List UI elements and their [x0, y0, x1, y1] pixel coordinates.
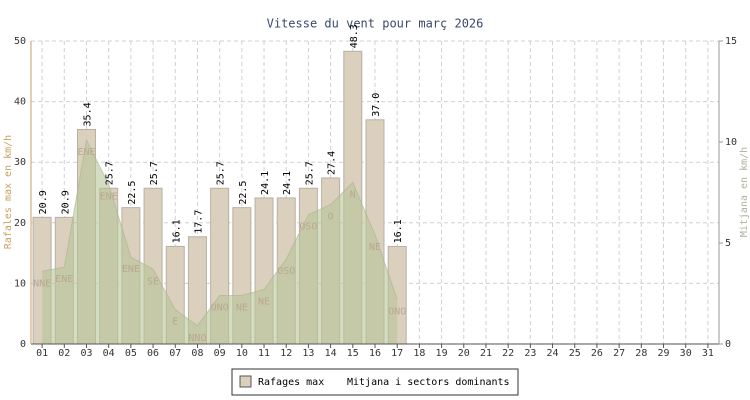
direction-label: ENE [77, 147, 95, 158]
legend-swatch [239, 375, 252, 388]
x-tick-label: 31 [702, 348, 714, 359]
direction-label: NE [236, 303, 248, 314]
direction-label: ENE [100, 191, 118, 202]
value-label: 22.5 [127, 181, 138, 205]
y-tick-label: 10 [14, 278, 26, 289]
direction-label: SE [147, 276, 159, 287]
direction-label: ENE [122, 264, 140, 275]
x-tick-label: 07 [169, 348, 181, 359]
value-label: 16.1 [171, 219, 182, 243]
direction-label: E [172, 317, 178, 328]
x-tick-label: 25 [569, 348, 581, 359]
x-tick-label: 03 [80, 348, 92, 359]
value-label: 48.3 [349, 24, 360, 48]
x-tick-label: 14 [325, 348, 337, 359]
value-label: 20.9 [60, 190, 71, 214]
value-label: 24.1 [282, 171, 293, 195]
x-tick-label: 06 [147, 348, 159, 359]
x-tick-label: 30 [680, 348, 692, 359]
value-label: 20.9 [38, 190, 49, 214]
x-tick-label: 18 [413, 348, 425, 359]
y2-tick-label: 15 [725, 36, 737, 47]
direction-label: O [328, 212, 334, 223]
y-tick-label: 40 [14, 97, 26, 108]
legend-label: Mitjana i sectors dominants [347, 377, 510, 388]
direction-label: NE [258, 296, 270, 307]
x-tick-label: 04 [103, 348, 115, 359]
direction-label: NNE [33, 278, 51, 289]
x-tick-label: 11 [258, 348, 270, 359]
x-tick-label: 19 [436, 348, 448, 359]
direction-label: ENE [55, 274, 73, 285]
value-label: 25.7 [105, 161, 116, 185]
x-tick-label: 28 [635, 348, 647, 359]
y2-axis-label: Mitjana en km/h [739, 147, 750, 237]
direction-label: OSO [299, 222, 317, 233]
x-tick-label: 21 [480, 348, 492, 359]
y-tick-label: 0 [20, 339, 26, 350]
x-tick-label: 15 [347, 348, 359, 359]
value-label: 25.7 [149, 161, 160, 185]
x-tick-label: 29 [657, 348, 669, 359]
value-label: 27.4 [327, 151, 338, 175]
value-label: 17.7 [193, 210, 204, 234]
x-tick-label: 09 [214, 348, 226, 359]
x-tick-label: 24 [547, 348, 559, 359]
x-tick-label: 26 [591, 348, 603, 359]
value-label: 25.7 [216, 161, 227, 185]
direction-label: N [350, 189, 356, 200]
x-tick-label: 01 [36, 348, 48, 359]
area-line [42, 138, 398, 327]
x-tick-label: 17 [391, 348, 403, 359]
x-tick-label: 05 [125, 348, 137, 359]
value-label: 25.7 [304, 161, 315, 185]
x-tick-label: 12 [280, 348, 292, 359]
y-tick-label: 30 [14, 157, 26, 168]
direction-label: NE [369, 242, 381, 253]
x-tick-label: 08 [191, 348, 203, 359]
y2-tick-label: 0 [725, 339, 731, 350]
value-label: 37.0 [371, 93, 382, 117]
direction-label: OSO [277, 266, 295, 277]
direction-label: ONO [388, 307, 406, 318]
area-fill [42, 139, 398, 344]
value-label: 22.5 [238, 181, 249, 205]
x-tick-label: 22 [502, 348, 514, 359]
legend-box [231, 368, 519, 396]
x-tick-label: 13 [302, 348, 314, 359]
chart-title: Vitesse du vent pour març 2026 [267, 17, 484, 31]
y2-tick-label: 5 [725, 238, 731, 249]
direction-label: ONO [211, 303, 229, 314]
y2-tick-label: 10 [725, 137, 737, 148]
y-tick-label: 50 [14, 36, 26, 47]
value-label: 16.1 [393, 219, 404, 243]
x-tick-label: 23 [524, 348, 536, 359]
legend-label: Rafages max [258, 377, 324, 388]
x-tick-label: 10 [236, 348, 248, 359]
direction-label: NNO [188, 333, 206, 344]
y-axis-label: Rafales max en km/h [3, 135, 14, 249]
y-tick-label: 20 [14, 218, 26, 229]
x-tick-label: 02 [58, 348, 70, 359]
value-label: 35.4 [82, 102, 93, 126]
x-tick-label: 16 [369, 348, 381, 359]
x-tick-label: 27 [613, 348, 625, 359]
value-label: 24.1 [260, 171, 271, 195]
x-tick-label: 20 [458, 348, 470, 359]
